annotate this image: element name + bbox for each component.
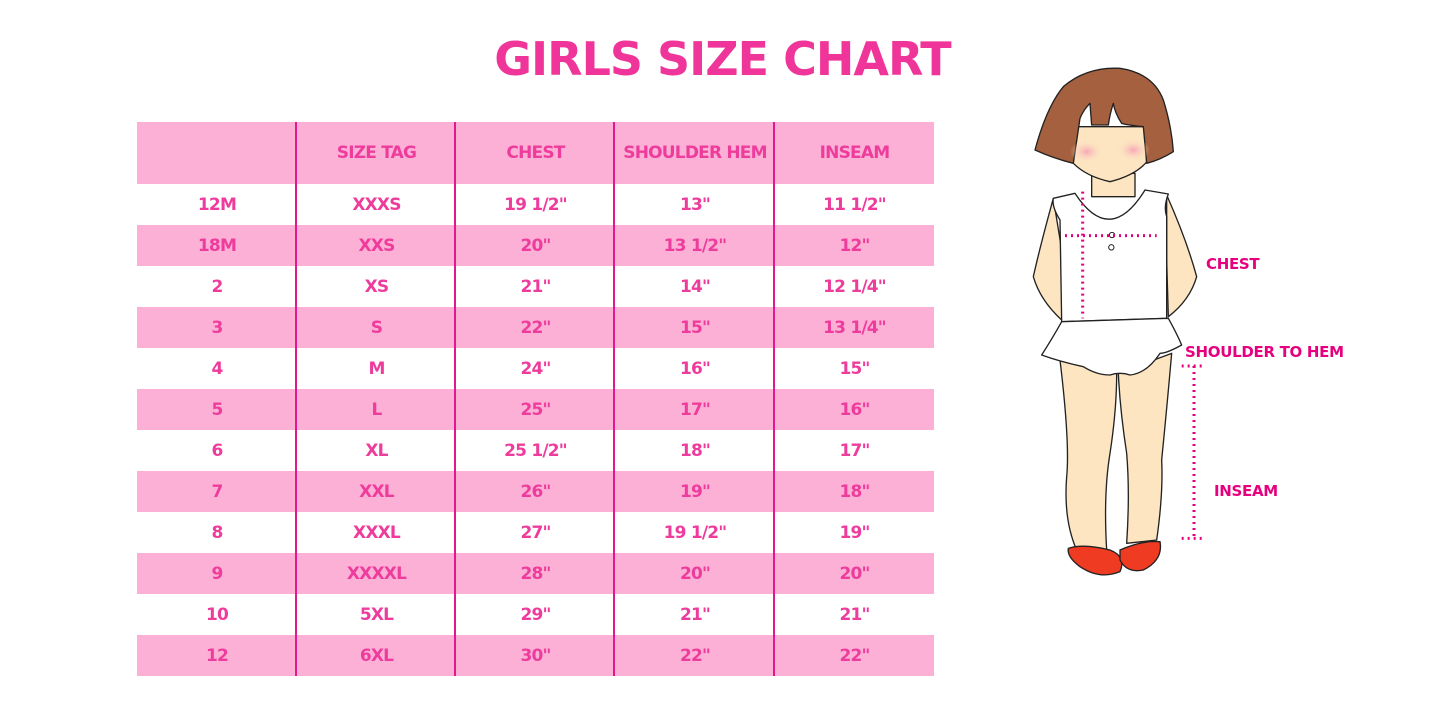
table-row: 12 6XL 30" 22" 22" <box>137 635 934 676</box>
table-row: 5 L 25" 17" 16" <box>137 389 934 430</box>
cell-chest: 21" <box>520 276 551 297</box>
cell-shoulder-hem: 20" <box>679 563 711 584</box>
chest-label: CHEST <box>1206 255 1260 273</box>
table-row: 12M XXXS 19 1/2" 13" 11 1/2" <box>137 184 934 225</box>
cell-shoulder-hem: 17" <box>679 399 711 420</box>
table-row: 9 XXXXL 28" 20" 20" <box>137 553 934 594</box>
cell-inseam: 15" <box>839 358 870 379</box>
shoulder-to-hem-label: SHOULDER TO HEM <box>1185 343 1344 361</box>
column-divider <box>295 122 297 676</box>
cell-chest: 19 1/2" <box>504 194 568 215</box>
cell-size-tag: M <box>368 358 385 379</box>
cell-size-tag: XS <box>364 276 390 297</box>
cell-shoulder-hem: 19 1/2" <box>663 522 728 543</box>
cell-chest: 22" <box>520 317 551 338</box>
cell-size-tag: XXXL <box>353 522 401 543</box>
table-row: 4 M 24" 16" 15" <box>137 348 934 389</box>
cell-age: 4 <box>211 358 223 379</box>
cell-shoulder-hem: 14" <box>679 276 711 297</box>
cell-age: 2 <box>211 276 223 297</box>
cell-shoulder-hem: 13" <box>679 194 711 215</box>
cell-chest: 26" <box>520 481 551 502</box>
table-row: 2 XS 21" 14" 12 1/4" <box>137 266 934 307</box>
cell-chest: 28" <box>520 563 551 584</box>
cell-chest: 24" <box>520 358 551 379</box>
size-table: SIZE TAG CHEST SHOULDER HEM INSEAM 12M XXXS 1… <box>137 122 934 676</box>
cell-age: 10 <box>205 604 229 625</box>
cell-size-tag: XXL <box>359 481 394 502</box>
column-divider <box>454 122 456 676</box>
cell-size-tag: S <box>370 317 383 338</box>
cell-shoulder-hem: 18" <box>679 440 711 461</box>
cell-chest: 25" <box>520 399 551 420</box>
cell-inseam: 20" <box>839 563 870 584</box>
cell-chest: 29" <box>520 604 551 625</box>
cell-size-tag: XXXS <box>352 194 401 215</box>
girl-illustration: CHEST SHOULDER TO HEM INSEAM <box>1020 60 1370 670</box>
cell-inseam: 19" <box>839 522 870 543</box>
cell-chest: 27" <box>520 522 551 543</box>
cell-inseam: 16" <box>839 399 870 420</box>
table-row: 7 XXL 26" 19" 18" <box>137 471 934 512</box>
cell-shoulder-hem: 13 1/2" <box>663 235 728 256</box>
cell-chest: 25 1/2" <box>504 440 568 461</box>
table-row: 10 5XL 29" 21" 21" <box>137 594 934 635</box>
header-chest: CHEST <box>506 143 565 163</box>
cell-shoulder-hem: 22" <box>679 645 711 666</box>
column-divider <box>613 122 615 676</box>
cell-age: 3 <box>211 317 223 338</box>
cell-chest: 20" <box>520 235 551 256</box>
cell-age: 18M <box>197 235 237 256</box>
cell-shoulder-hem: 15" <box>679 317 711 338</box>
header-size-tag: SIZE TAG <box>336 143 417 163</box>
cell-inseam: 12 1/4" <box>823 276 887 297</box>
cell-inseam: 18" <box>839 481 870 502</box>
cell-age: 9 <box>211 563 223 584</box>
table-row: 6 XL 25 1/2" 18" 17" <box>137 430 934 471</box>
cell-age: 8 <box>211 522 223 543</box>
header-shoulder-hem: SHOULDER HEM <box>623 143 767 163</box>
cell-age: 12 <box>205 645 229 666</box>
cell-age: 12M <box>197 194 237 215</box>
cell-inseam: 22" <box>839 645 870 666</box>
cell-size-tag: XXXXL <box>346 563 407 584</box>
cell-shoulder-hem: 16" <box>679 358 711 379</box>
cell-size-tag: 5XL <box>359 604 394 625</box>
column-divider <box>773 122 775 676</box>
page-title: GIRLS SIZE CHART <box>494 32 951 86</box>
cell-inseam: 11 1/2" <box>823 194 887 215</box>
cell-inseam: 12" <box>839 235 870 256</box>
table-row: 18M XXS 20" 13 1/2" 12" <box>137 225 934 266</box>
inseam-label: INSEAM <box>1214 482 1278 500</box>
cell-size-tag: XXS <box>358 235 395 256</box>
cell-shoulder-hem: 19" <box>679 481 711 502</box>
cell-inseam: 13 1/4" <box>823 317 887 338</box>
header-inseam: INSEAM <box>819 143 890 163</box>
cell-inseam: 21" <box>839 604 870 625</box>
cell-chest: 30" <box>520 645 551 666</box>
table-row: 3 S 22" 15" 13 1/4" <box>137 307 934 348</box>
cell-size-tag: L <box>371 399 382 420</box>
cell-age: 7 <box>211 481 223 502</box>
cell-size-tag: XL <box>365 440 388 461</box>
girl-figure-icon <box>1032 67 1202 576</box>
cell-shoulder-hem: 21" <box>679 604 711 625</box>
cell-age: 6 <box>211 440 223 461</box>
table-header: SIZE TAG CHEST SHOULDER HEM INSEAM <box>137 122 934 184</box>
cell-inseam: 17" <box>839 440 870 461</box>
cell-size-tag: 6XL <box>359 645 394 666</box>
table-row: 8 XXXL 27" 19 1/2" 19" <box>137 512 934 553</box>
cell-age: 5 <box>211 399 223 420</box>
